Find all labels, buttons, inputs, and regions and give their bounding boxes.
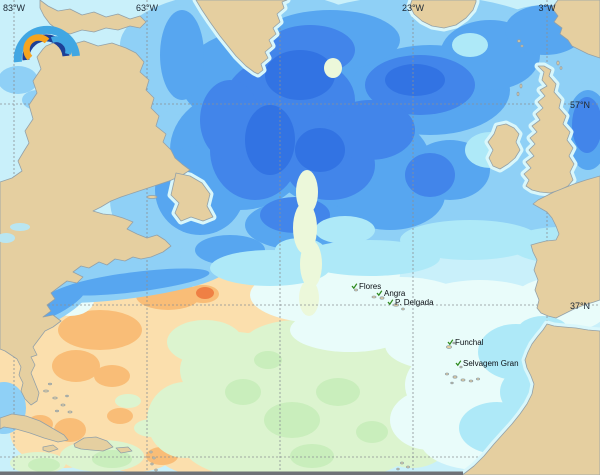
great-britain-landmass <box>523 65 575 194</box>
anticosti-island <box>146 195 158 199</box>
place-marker-selvagem[interactable] <box>455 360 462 367</box>
anomaly-layer-orange-red <box>196 287 214 299</box>
jamaica-island <box>42 444 59 453</box>
place-label-angra: Angra <box>384 289 406 298</box>
great-lakes <box>0 223 30 243</box>
meridian-label-83w: 83°W <box>3 3 26 13</box>
france-iberia-landmass <box>530 175 600 319</box>
bahamas-islands <box>43 382 73 414</box>
canary-islands <box>444 372 480 385</box>
anomaly-layer-green-pale-streak <box>293 58 342 316</box>
logo-inner-left-arc <box>23 34 50 61</box>
place-marker-flores[interactable] <box>351 283 358 290</box>
azores-islands <box>353 288 405 311</box>
cape-verde-islands <box>396 461 410 471</box>
place-markers <box>351 283 462 367</box>
place-label-funchal: Funchal <box>455 338 484 347</box>
north-america-mainland <box>0 40 191 406</box>
madeira-islands <box>445 341 463 369</box>
puerto-rico-island <box>115 446 133 454</box>
place-marker-p-delgada[interactable] <box>387 299 394 306</box>
africa-landmass <box>461 323 600 475</box>
faroe-shetland-islands <box>516 39 563 97</box>
place-label-selvagem: Selvagem Gran <box>463 359 519 368</box>
iceland-landmass <box>409 0 477 29</box>
greenland-landmass <box>195 0 288 75</box>
parallel-label-37n: 37°N <box>570 301 590 311</box>
meridian-label-63w: 63°W <box>136 3 159 13</box>
logo-inner-right-arc <box>50 36 72 55</box>
hispaniola-island <box>73 436 114 452</box>
meridian-label-23w: 23°W <box>402 3 425 13</box>
cuba-island <box>0 413 69 443</box>
newfoundland-island <box>170 172 214 222</box>
logo-outer-arc <box>13 25 80 63</box>
anomaly-layer-blue-deepest <box>245 50 445 175</box>
anomaly-layer-green-deep <box>28 351 388 472</box>
bottom-edge-bar <box>0 471 463 475</box>
parallel-label-57n: 57°N <box>570 100 590 110</box>
meridian-label-3w: 3°W <box>538 3 556 13</box>
ireland-landmass <box>487 123 521 170</box>
place-labels: Flores Angra P. Delgada Funchal Selvagem… <box>359 282 519 368</box>
place-marker-angra[interactable] <box>376 290 383 297</box>
graticule-labels: 83°W 63°W 23°W 3°W 57°N 37°N <box>3 3 590 311</box>
place-label-p-delgada: P. Delgada <box>395 298 434 307</box>
norway-landmass <box>551 0 600 59</box>
place-marker-funchal[interactable] <box>447 339 454 346</box>
app-logo <box>13 25 80 63</box>
place-label-flores: Flores <box>359 282 381 291</box>
